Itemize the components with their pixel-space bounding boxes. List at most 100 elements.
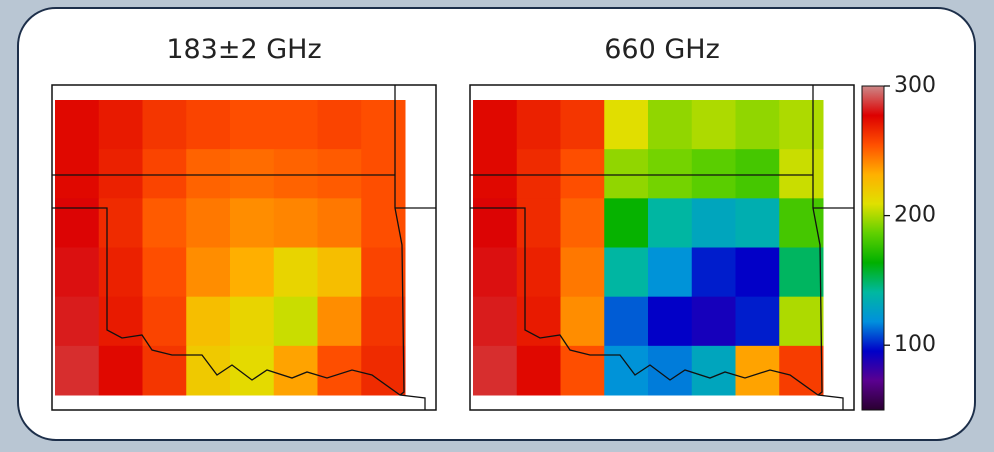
heat-cell [604, 100, 649, 150]
heat-cell [98, 198, 143, 248]
heat-cell [516, 149, 561, 199]
heat-cell [691, 345, 736, 396]
heat-cell [273, 247, 318, 298]
heat-cell [142, 198, 187, 248]
heat-cell [648, 149, 693, 199]
heat-cell [142, 345, 187, 396]
heat-cell [142, 149, 187, 199]
heat-cell [361, 296, 406, 347]
panel-title: 183±2 GHz [166, 34, 321, 65]
heat-cell [186, 198, 231, 248]
heat-cell [779, 247, 824, 298]
colorbar-tick-label: 300 [894, 73, 936, 98]
heat-cell [648, 198, 693, 248]
heat-cell [361, 149, 406, 199]
heat-cell [779, 198, 824, 248]
heat-cell [273, 198, 318, 248]
heat-cell [604, 247, 649, 298]
colorbar-tick-label: 200 [894, 203, 936, 228]
heat-cell [317, 198, 362, 248]
heat-cell [186, 149, 231, 199]
heat-cell [273, 100, 318, 150]
heat-cell [560, 100, 605, 150]
heat-cell [735, 198, 780, 248]
heat-cell [361, 198, 406, 248]
axes-frame [469, 84, 855, 411]
heat-cell [186, 100, 231, 150]
heat-cell [55, 247, 100, 298]
heat-cell [473, 198, 518, 248]
heat-cell [735, 149, 780, 199]
heat-cell [361, 247, 406, 298]
heat-cell [560, 296, 605, 347]
heat-cell [317, 247, 362, 298]
heat-cell [230, 198, 275, 248]
heat-cell [361, 100, 406, 150]
axes-frame [51, 84, 437, 411]
heat-cell [779, 345, 824, 396]
heat-cell [473, 345, 518, 396]
heat-cell [55, 100, 100, 150]
state-border [812, 85, 823, 396]
heat-cell [142, 100, 187, 150]
state-border [394, 85, 405, 396]
heat-cell [648, 296, 693, 347]
heat-cell [55, 149, 100, 199]
heat-cell [186, 247, 231, 298]
heat-cell [516, 296, 561, 347]
heat-cell [691, 198, 736, 248]
heat-cell [779, 149, 824, 199]
heat-cell [142, 296, 187, 347]
heat-cell [98, 247, 143, 298]
heat-cell [230, 100, 275, 150]
heat-cell [230, 149, 275, 199]
heat-cell [273, 296, 318, 347]
heatmaps [55, 100, 824, 396]
heat-cell [230, 247, 275, 298]
heat-cell [604, 149, 649, 199]
heat-cell [779, 100, 824, 150]
colorbar [861, 85, 885, 411]
heat-cell [516, 345, 561, 396]
heat-cell [735, 247, 780, 298]
heat-cell [473, 149, 518, 199]
heat-cell [604, 198, 649, 248]
heat-cell [516, 100, 561, 150]
heat-cell [560, 198, 605, 248]
heat-cell [317, 296, 362, 347]
colorbar-tick-label: 100 [894, 332, 936, 357]
heat-cell [560, 345, 605, 396]
map-outlines [51, 84, 855, 411]
heat-cell [473, 296, 518, 347]
heat-cell [604, 296, 649, 347]
heat-cell [98, 345, 143, 396]
heat-cell [516, 198, 561, 248]
heat-cell [648, 100, 693, 150]
heat-cell [317, 100, 362, 150]
heat-cell [98, 100, 143, 150]
heat-cell [473, 247, 518, 298]
heat-cell [560, 149, 605, 199]
heat-cell [648, 247, 693, 298]
state-border [470, 207, 844, 410]
heat-cell [142, 247, 187, 298]
heat-cell [516, 247, 561, 298]
heat-cell [361, 345, 406, 396]
heat-cell [273, 345, 318, 396]
heat-cell [98, 296, 143, 347]
heat-cell [230, 296, 275, 347]
heat-cell [691, 149, 736, 199]
heat-cell [691, 247, 736, 298]
heat-cell [55, 345, 100, 396]
heat-cell [779, 296, 824, 347]
heat-cell [691, 100, 736, 150]
heat-cell [691, 296, 736, 347]
heat-cell [473, 100, 518, 150]
panel-title: 660 GHz [604, 34, 720, 65]
heat-cell [55, 296, 100, 347]
heat-cell [317, 149, 362, 199]
heat-cell [98, 149, 143, 199]
heat-cell [735, 100, 780, 150]
